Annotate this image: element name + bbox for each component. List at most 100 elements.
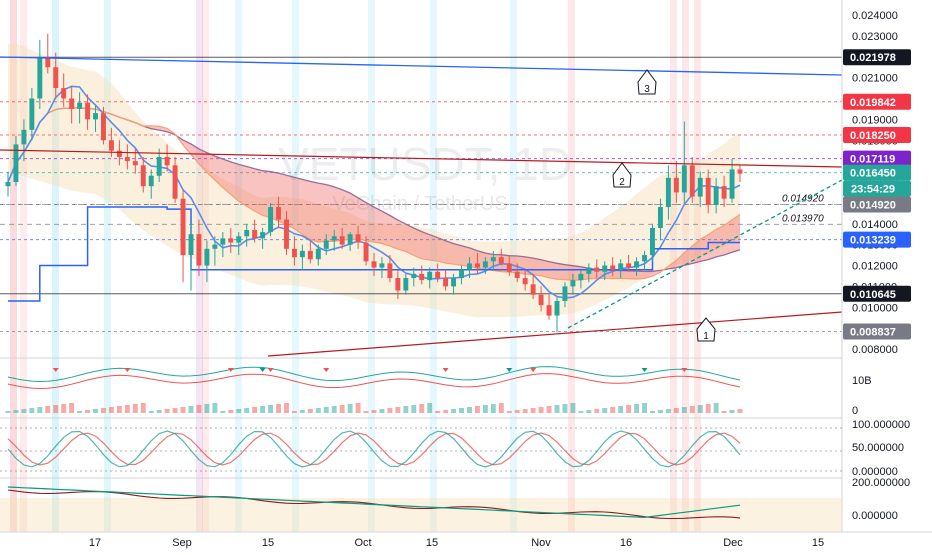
volume-bar	[490, 404, 496, 413]
callout-number: 3	[644, 84, 650, 95]
pane1-lower	[7, 373, 741, 390]
price-tag-box	[843, 93, 911, 110]
candle-body	[459, 269, 464, 279]
price-tag-box	[843, 127, 911, 144]
volume-bar	[673, 408, 679, 413]
candle-body	[363, 242, 369, 262]
volume-pane[interactable]	[5, 366, 743, 413]
candle-body	[260, 232, 266, 239]
candle-body	[13, 144, 19, 182]
price-tag-label: 0.019842	[850, 97, 896, 109]
candles[interactable]	[5, 33, 743, 333]
volume-bar	[657, 410, 663, 413]
volume-bar	[228, 410, 234, 413]
volume-bar	[148, 411, 154, 413]
candle-body	[514, 271, 520, 279]
volume-bar	[642, 403, 647, 413]
candle-body	[650, 227, 655, 256]
candle-body	[490, 257, 496, 262]
signal-marker	[530, 368, 537, 372]
time-tick-label: Sep	[172, 537, 192, 549]
candle-body	[45, 56, 51, 68]
candle-body	[578, 273, 584, 281]
candle-body	[284, 219, 289, 249]
time-axis[interactable]: 17 Sep 15 Oct 15 Nov 16 Dec 15	[89, 537, 824, 549]
candle-body	[355, 234, 361, 243]
candle-body	[172, 165, 178, 199]
volume-bar	[538, 407, 544, 413]
volume-bar	[586, 410, 592, 413]
price-tick-label: 0.012000	[852, 261, 898, 273]
candle-body	[252, 230, 258, 239]
candle-body	[673, 177, 679, 193]
candle-body	[665, 177, 671, 208]
volume-bar	[284, 403, 289, 413]
price-tag-label: 0.014920	[850, 200, 896, 212]
highlight-band	[292, 0, 299, 532]
candle-body	[331, 236, 337, 241]
highlight-band	[196, 0, 203, 532]
volume-bar	[530, 408, 536, 413]
volume-bar	[69, 403, 75, 413]
candle-body	[482, 261, 488, 268]
time-tick-label: 17	[89, 537, 101, 549]
candle-body	[116, 150, 122, 157]
price-tick-label: 0.023000	[852, 31, 898, 43]
ma-mid-line	[7, 107, 741, 281]
candle-body	[721, 186, 727, 199]
volume-bar	[498, 403, 504, 413]
volume-bar	[737, 409, 743, 413]
price-tag-box	[843, 231, 911, 248]
candle-body	[467, 263, 472, 270]
highlight-band	[20, 0, 27, 532]
highlight-band	[694, 0, 701, 532]
volume-bar	[339, 405, 345, 413]
price-tick-label: 0.021000	[852, 73, 898, 85]
candle-body	[204, 248, 210, 266]
candle-body	[37, 56, 43, 99]
volume-bar	[403, 406, 409, 413]
candle-body	[506, 263, 512, 272]
pane2-axis-50: 50.000000	[852, 442, 904, 454]
candle-body	[244, 230, 250, 237]
highlight-band	[10, 0, 17, 532]
candle-body	[586, 267, 592, 274]
volume-bar	[681, 407, 687, 413]
volume-bar	[387, 408, 393, 413]
candle-body	[180, 198, 186, 256]
volume-bar	[61, 404, 67, 413]
inline-level-label: 0.014920	[782, 194, 824, 205]
candle-body	[236, 236, 242, 243]
candle-body	[148, 175, 154, 187]
candle-body	[124, 156, 130, 162]
volume-bar	[459, 408, 464, 413]
candle-body	[156, 156, 162, 176]
price-tag-label: 0.016450	[850, 168, 896, 180]
volume-bar	[268, 405, 274, 413]
price-tick-label: 0.014000	[852, 219, 898, 231]
candle-body	[339, 236, 345, 245]
volume-bar	[307, 409, 313, 413]
oscillator-pane[interactable]	[0, 486, 842, 532]
countdown-label: 23:54:29	[851, 184, 895, 196]
volume-bar	[713, 403, 719, 413]
callouts: 1 2 3	[612, 69, 716, 342]
stoch-k	[7, 430, 741, 468]
volume-bar	[363, 411, 369, 413]
volume-bar	[5, 411, 11, 413]
candle-body	[419, 273, 425, 281]
callout-bubble	[612, 162, 632, 188]
volume-bar	[618, 406, 624, 413]
candle-body	[268, 207, 274, 233]
volume-bar	[467, 407, 472, 413]
pane3-axis-200: 200.000000	[852, 477, 910, 489]
volume-bar	[29, 408, 35, 413]
stoch-rsi-pane[interactable]	[0, 427, 842, 472]
trendlines[interactable]	[0, 56, 843, 357]
volume-bar	[634, 404, 640, 413]
highlight-band	[368, 0, 375, 532]
volume-bar	[101, 408, 106, 413]
candle-body	[299, 250, 305, 258]
price-tag-label: 0.010645	[850, 289, 896, 301]
